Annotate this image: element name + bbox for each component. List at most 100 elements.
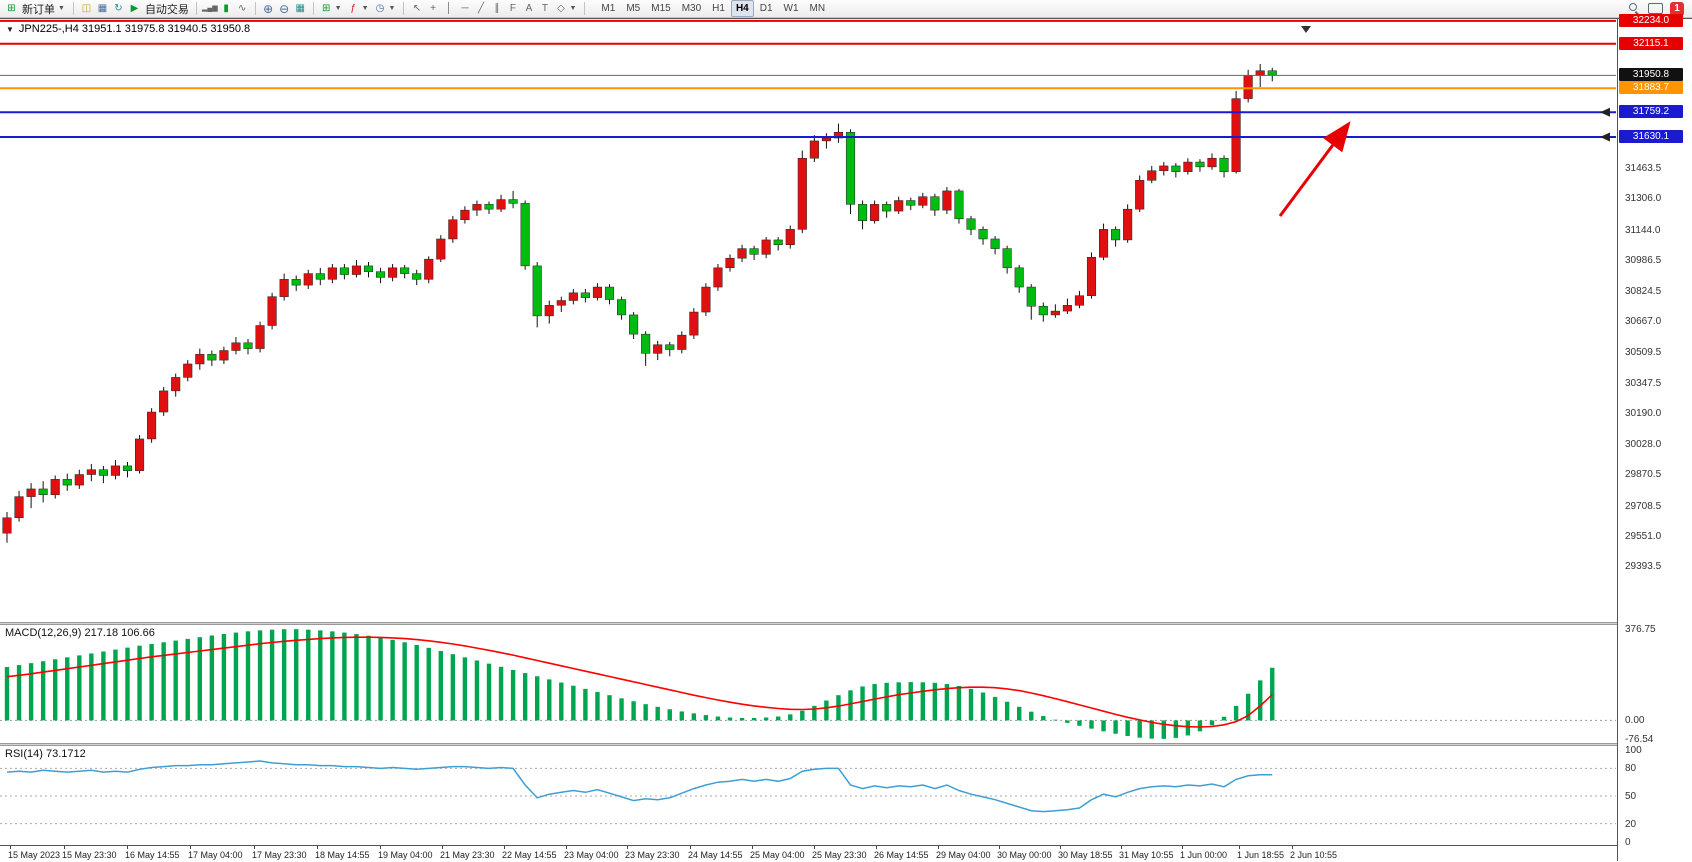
macd-histogram-bar: [848, 690, 852, 720]
timeframe-button-d1[interactable]: D1: [755, 0, 778, 17]
macd-histogram-bar: [1113, 720, 1117, 733]
zoom-out-icon[interactable]: ⊖: [277, 1, 292, 17]
candle-up: [437, 239, 446, 259]
candle-up: [51, 479, 60, 494]
auto-trading-play-icon[interactable]: ▶: [127, 1, 142, 17]
candlestick-mode-icon[interactable]: ▮: [219, 1, 234, 17]
indicators-icon[interactable]: ƒ: [346, 1, 361, 17]
time-axis-tick: [999, 846, 1000, 849]
macd-histogram-bar: [161, 642, 165, 720]
timeframe-button-m15[interactable]: M15: [646, 0, 675, 17]
chart-shift-marker[interactable]: [1301, 26, 1311, 33]
macd-histogram-bar: [354, 634, 358, 720]
crosshair-tool-icon[interactable]: +: [425, 1, 440, 17]
horizontal-line-tool-icon[interactable]: ─: [457, 1, 472, 17]
timeframe-button-mn[interactable]: MN: [805, 0, 831, 17]
candle-down: [39, 489, 48, 495]
text-tool-icon[interactable]: A: [521, 1, 536, 17]
period-caret-icon[interactable]: ▼: [389, 5, 396, 12]
timeframe-button-m5[interactable]: M5: [621, 0, 645, 17]
candle-up: [702, 287, 711, 312]
macd-histogram-bar: [969, 689, 973, 721]
macd-histogram-bar: [1077, 720, 1081, 725]
price-tick-label: 30028.0: [1625, 439, 1661, 450]
candle-up: [232, 343, 241, 351]
candle-up: [497, 200, 506, 210]
chat-icon[interactable]: [1648, 3, 1663, 14]
trendline-tool-icon[interactable]: ╱: [473, 1, 488, 17]
symbol-dropdown-caret-icon[interactable]: ▼: [6, 25, 14, 34]
candles-layer: [3, 64, 1277, 543]
fibonacci-tool-icon[interactable]: F: [505, 1, 520, 17]
macd-histogram-bar: [788, 714, 792, 720]
macd-histogram-bar: [1017, 707, 1021, 721]
timeframe-button-h1[interactable]: H1: [707, 0, 730, 17]
shapes-caret-icon[interactable]: ▼: [569, 5, 576, 12]
timeframe-button-m1[interactable]: M1: [596, 0, 620, 17]
new-chart-icon[interactable]: ⊞: [319, 1, 334, 17]
macd-histogram-bar: [1101, 720, 1105, 731]
macd-svg: [0, 625, 1616, 743]
price-tick-label: 30509.5: [1625, 347, 1661, 358]
macd-histogram-bar: [1258, 680, 1262, 720]
time-axis-tick: [10, 846, 11, 849]
time-axis-tick: [938, 846, 939, 849]
timeframe-button-m30[interactable]: M30: [677, 0, 706, 17]
macd-histogram-bar: [752, 718, 756, 720]
new-order-caret-icon[interactable]: ▼: [58, 5, 65, 12]
shapes-tool-icon[interactable]: ◇: [553, 1, 568, 17]
time-axis-tick: [254, 846, 255, 849]
candle-up: [1099, 229, 1108, 257]
refresh-icon[interactable]: ↻: [111, 1, 126, 17]
time-axis-tick: [504, 846, 505, 849]
candle-up: [1147, 171, 1156, 181]
auto-trading-button[interactable]: 自动交易: [145, 1, 189, 17]
macd-histogram-bar: [101, 652, 105, 721]
line-chart-mode-icon[interactable]: ∿: [235, 1, 250, 17]
new-order-icon[interactable]: ⊞: [4, 1, 19, 17]
toolbar-separator: [73, 2, 74, 15]
candle-down: [1172, 166, 1181, 172]
macd-histogram-bar: [559, 683, 563, 721]
label-tool-icon[interactable]: T: [537, 1, 552, 17]
trend-arrow-annotation[interactable]: [1280, 126, 1347, 216]
price-chart-panel[interactable]: ▼ JPN225-,H4 31951.1 31975.8 31940.5 319…: [0, 19, 1617, 622]
profiles-icon[interactable]: ▦: [95, 1, 110, 17]
rsi-label: RSI(14) 73.1712: [5, 748, 86, 760]
macd-histogram-bar: [282, 629, 286, 720]
timeframe-button-h4[interactable]: H4: [731, 0, 754, 17]
time-axis-label: 24 May 14:55: [688, 850, 743, 860]
candle-up: [919, 197, 928, 206]
rsi-panel[interactable]: RSI(14) 73.1712: [0, 746, 1617, 845]
new-chart-caret-icon[interactable]: ▼: [335, 5, 342, 12]
candle-up: [678, 335, 687, 349]
macd-histogram-bar: [643, 704, 647, 720]
zoom-in-icon[interactable]: ⊕: [261, 1, 276, 17]
period-clock-icon[interactable]: ◷: [373, 1, 388, 17]
price-tick-label: 30190.0: [1625, 408, 1661, 419]
macd-histogram-bar: [198, 637, 202, 720]
macd-histogram-bar: [1041, 716, 1045, 720]
candle-up: [268, 297, 277, 326]
macd-panel[interactable]: MACD(12,26,9) 217.18 106.66: [0, 625, 1617, 743]
chart-window-icon[interactable]: ◫: [79, 1, 94, 17]
candle-up: [196, 354, 205, 364]
macd-histogram-bar: [294, 629, 298, 720]
bar-chart-mode-icon[interactable]: ▂▄▆: [202, 1, 218, 17]
candle-down: [774, 240, 783, 245]
new-order-button[interactable]: 新订单: [22, 1, 55, 17]
candle-up: [798, 158, 807, 229]
timeframe-button-w1[interactable]: W1: [779, 0, 804, 17]
tile-windows-icon[interactable]: ▦: [293, 1, 308, 17]
vertical-line-tool-icon[interactable]: │: [441, 1, 456, 17]
candle-up: [545, 305, 554, 316]
cursor-tool-icon[interactable]: ↖: [409, 1, 424, 17]
candle-up: [256, 325, 265, 348]
indicators-caret-icon[interactable]: ▼: [362, 5, 369, 12]
candle-up: [943, 191, 952, 210]
candle-down: [1027, 287, 1036, 306]
macd-axis-label: 376.75: [1625, 624, 1656, 635]
channel-tool-icon[interactable]: ∥: [489, 1, 504, 17]
